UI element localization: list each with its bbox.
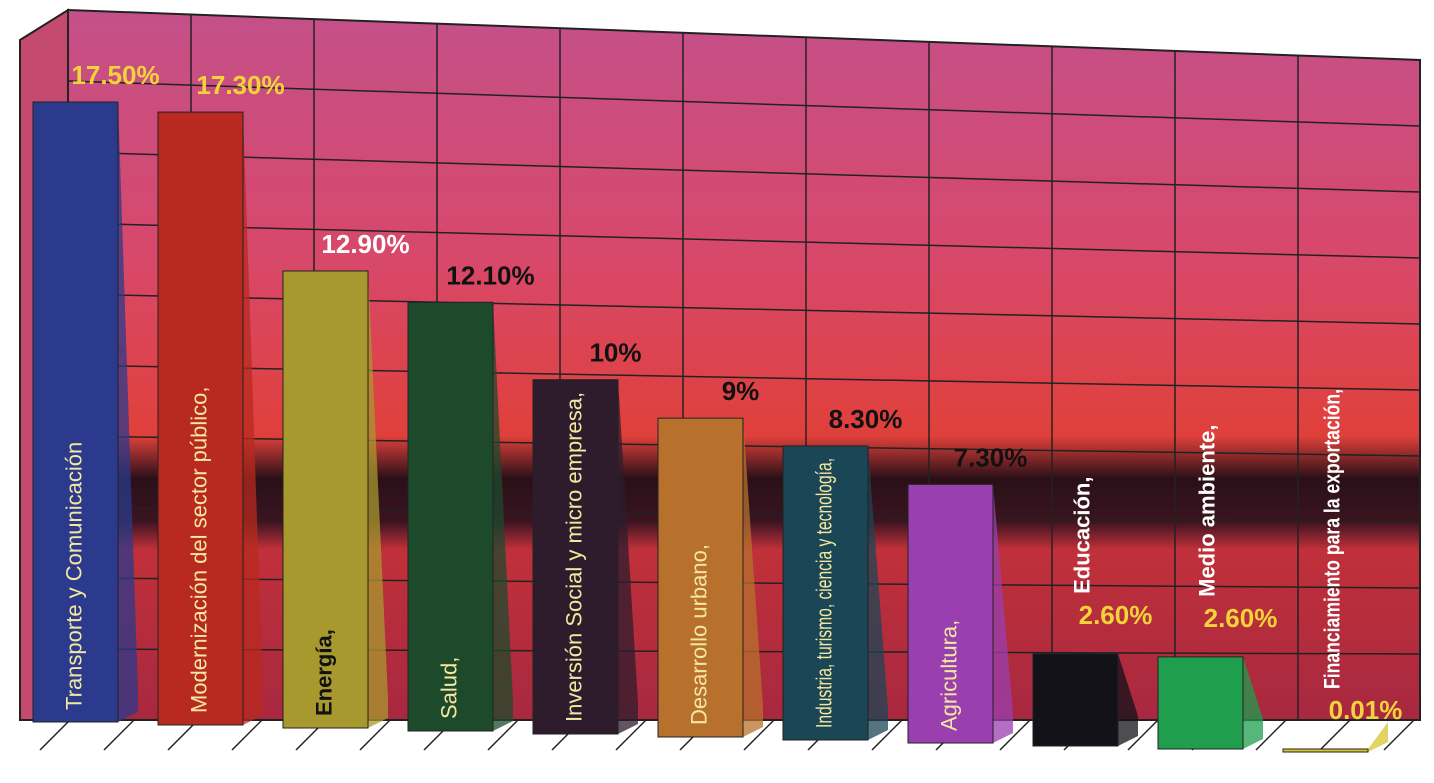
grid-line (67, 80, 1421, 127)
floor-hatch (231, 719, 263, 751)
category-label: Financiamiento para la exportación, (1319, 389, 1344, 689)
bar (157, 111, 244, 726)
bar (1032, 653, 1119, 747)
floor-hatch (103, 719, 135, 751)
floor-hatch (1319, 719, 1351, 751)
floor-hatch (39, 719, 71, 751)
grid-line (67, 151, 1421, 193)
bar (1157, 656, 1244, 750)
category-label: Transporte y Comunicación (61, 442, 86, 710)
value-label: 17.50% (71, 60, 159, 90)
value-label: 0.01% (1329, 695, 1403, 725)
value-label: 7.30% (954, 442, 1028, 472)
floor-hatch (871, 719, 903, 751)
bar-side (618, 379, 638, 734)
floor-hatch (999, 719, 1031, 751)
value-label: 2.60% (1204, 603, 1278, 633)
value-label: 2.60% (1079, 600, 1153, 630)
bar-side (1368, 722, 1388, 752)
category-label: Agricultura, (936, 620, 961, 731)
category-label: Medio ambiente, (1194, 425, 1219, 597)
category-label: Salud, (436, 657, 461, 719)
category-label: Modernización del sector público, (186, 386, 211, 713)
floor-hatch (1255, 719, 1287, 751)
value-label: 12.10% (446, 260, 534, 290)
bar (532, 379, 619, 735)
value-label: 12.90% (321, 229, 409, 259)
bar (782, 445, 869, 741)
bar-side (868, 445, 888, 740)
floor-hatch (743, 719, 775, 751)
floor-hatch (359, 719, 391, 751)
value-label: 17.30% (196, 70, 284, 100)
bar (657, 417, 744, 738)
category-label: Desarrollo urbano, (686, 544, 711, 725)
bar (32, 101, 119, 723)
category-label: Educación, (1069, 477, 1094, 594)
bar (907, 483, 994, 744)
floor-hatch (1127, 719, 1159, 751)
floor-hatch (1383, 719, 1415, 751)
bar-side (1243, 656, 1263, 749)
bar (407, 301, 494, 732)
bar-side (743, 418, 763, 737)
floor-hatch (615, 719, 647, 751)
bar-side (993, 484, 1013, 743)
bar-side (1118, 653, 1138, 746)
bar-side (493, 302, 513, 731)
bar-side (243, 112, 263, 726)
bar (282, 270, 369, 729)
bar (1282, 748, 1369, 753)
category-label: Inversión Social y micro empresa, (561, 392, 586, 722)
value-label: 9% (722, 376, 760, 406)
value-label: 10% (589, 338, 641, 368)
bar-side (368, 270, 388, 728)
bar-side (118, 102, 138, 722)
grid-line (67, 222, 1421, 259)
category-label: Energía, (311, 629, 336, 716)
category-label: Industria, turismo, ciencia y tecnología… (811, 458, 836, 728)
value-label: 8.30% (829, 404, 903, 434)
floor-hatch (487, 719, 519, 751)
